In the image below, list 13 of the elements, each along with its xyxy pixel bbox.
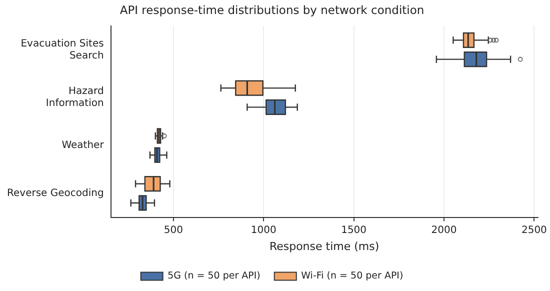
- legend-label: 5G (n = 50 per API): [168, 270, 260, 282]
- x-tick-label: 1500: [341, 224, 367, 236]
- legend-label: Wi-Fi (n = 50 per API): [301, 270, 404, 282]
- chart-title: API response-time distributions by network condition: [120, 2, 424, 17]
- y-tick-label: Evacuation Sites Search: [20, 38, 104, 62]
- y-tick-label: Hazard Information: [46, 86, 104, 110]
- x-tick-label: 2000: [431, 224, 457, 236]
- x-tick-label: 1000: [250, 224, 276, 236]
- x-tick-label: 2500: [521, 224, 547, 236]
- x-axis-title: Response time (ms): [269, 240, 380, 253]
- y-tick-label: Reverse Geocoding: [6, 188, 104, 199]
- y-tick-label: Weather: [62, 140, 105, 152]
- x-tick-label: 500: [164, 224, 183, 236]
